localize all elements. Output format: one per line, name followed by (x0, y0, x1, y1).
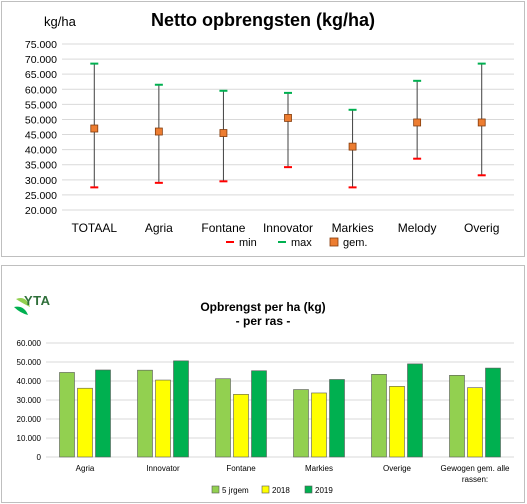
legend-label: 2019 (315, 486, 333, 495)
y-tick-label: 30.000 (17, 396, 42, 405)
bar (329, 379, 345, 458)
y-tick-label: 55.000 (25, 99, 57, 111)
bar (95, 369, 111, 458)
legend-label: max (291, 237, 312, 249)
y-tick-label: 45.000 (25, 130, 57, 142)
y-tick-label: 20.000 (17, 415, 42, 424)
avg-marker (154, 127, 163, 136)
bar (485, 367, 501, 458)
y-tick-label: 50.000 (25, 114, 57, 126)
y-tick-label: 70.000 (25, 54, 57, 66)
yta-logo-icon (14, 298, 30, 315)
x-tick-label: Innovator (263, 221, 313, 235)
chart-panel-opbrengst: YTA Opbrengst per ha (kg) - per ras - 0 1… (1, 265, 525, 503)
x-tick-label: Melody (398, 221, 437, 235)
logo-text: YTA (24, 293, 51, 308)
legend-label: gem. (343, 237, 367, 249)
y-tick-label: 65.000 (25, 69, 57, 81)
y-tick-label: 30.000 (25, 175, 57, 187)
x-tick-label: Overige (383, 464, 412, 473)
x-tick-label: Agria (145, 221, 173, 235)
x-tick-label: Fontane (226, 464, 256, 473)
y-tick-label: 25.000 (25, 190, 57, 202)
avg-marker (284, 114, 292, 122)
legend-swatch (304, 485, 313, 494)
y-tick-label: 35.000 (25, 160, 57, 172)
y-tick-label: 60.000 (17, 339, 42, 348)
legend-swatch (329, 237, 339, 247)
avg-marker (90, 124, 99, 133)
legend-swatch (211, 485, 220, 494)
bar (233, 394, 249, 458)
bar (173, 360, 189, 458)
y-tick-label: 75.000 (25, 39, 57, 51)
y-axis-unit-label: kg/ha (44, 14, 76, 29)
bar (449, 375, 465, 458)
y-tick-label: 50.000 (17, 358, 42, 367)
chart-subtitle: - per ras - (235, 314, 291, 328)
bar (59, 372, 75, 458)
bar-chart: 0 10.000 20.000 30.000 40.000 50.000 60.000 Agr… (17, 339, 514, 495)
x-tick-label: Overig (464, 221, 499, 235)
y-tick-label: 0 (37, 453, 42, 462)
bar (389, 386, 405, 458)
bar (251, 370, 267, 458)
bar (155, 379, 171, 458)
x-tick-label: Markies (305, 464, 333, 473)
errorbar-chart: 20.000 25.000 30.000 35.000 40.000 45.000 50.0… (25, 39, 514, 249)
legend-label: 5 jrgem (222, 486, 249, 495)
x-tick-label: Markies (332, 221, 374, 235)
legend-label: 2018 (272, 486, 290, 495)
x-tick-label: TOTAAL (71, 221, 117, 235)
legend-label: min (239, 237, 257, 249)
bar (215, 378, 231, 458)
avg-marker (348, 142, 357, 151)
x-tick-label: Agria (76, 464, 95, 473)
bar (137, 369, 153, 458)
bar (371, 374, 387, 458)
chart-panel-netto: Netto opbrengsten (kg/ha) kg/ha 20.000 25… (1, 1, 525, 257)
bar (293, 389, 309, 458)
x-tick-label: Innovator (146, 464, 180, 473)
y-tick-label: 40.000 (25, 145, 57, 157)
legend-swatch (261, 485, 270, 494)
bar (407, 363, 423, 458)
avg-marker (219, 129, 228, 137)
avg-marker (477, 118, 486, 127)
y-tick-label: 60.000 (25, 84, 57, 96)
avg-marker (413, 118, 422, 127)
x-tick-label: Gewogen gem. alle rassen: (441, 464, 510, 484)
x-tick-label: Fontane (201, 221, 245, 235)
bar (311, 392, 327, 458)
y-tick-label: 10.000 (17, 434, 42, 443)
chart-title: Netto opbrengsten (kg/ha) (151, 10, 375, 30)
y-tick-label: 40.000 (17, 377, 42, 386)
chart-title-block: Opbrengst per ha (kg) - per ras - (2, 300, 524, 328)
bar (467, 387, 483, 458)
y-tick-label: 20.000 (25, 205, 57, 217)
bar (77, 387, 93, 458)
chart-title: Opbrengst per ha (kg) (200, 300, 326, 314)
